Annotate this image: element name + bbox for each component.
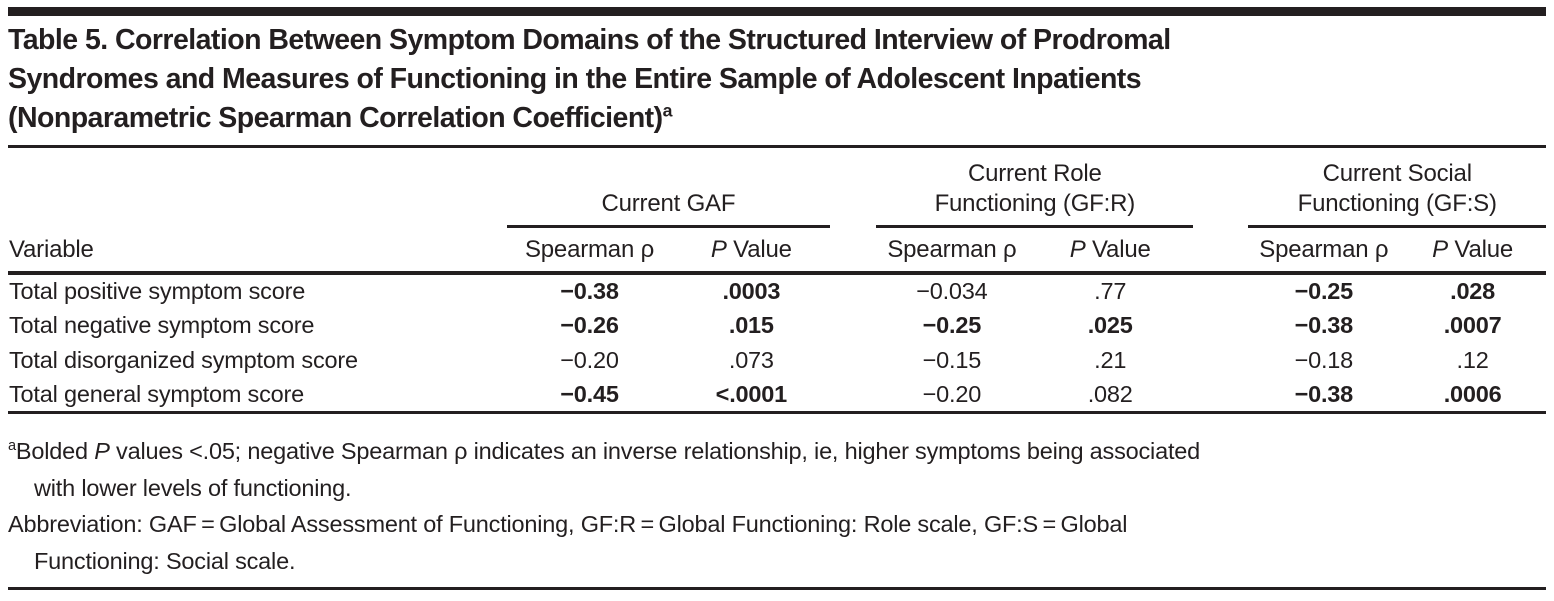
table-row: Total positive symptom score −0.38 .0003 −0… bbox=[8, 273, 1546, 308]
column-gap bbox=[830, 377, 877, 414]
subheader-spearman-gfr: Spearman ρ bbox=[876, 226, 1028, 275]
table-row: Total disorganized symptom score −0.20 .07… bbox=[8, 343, 1546, 378]
group-header-current-role-functioning: Current Role Functioning (GF:R) bbox=[876, 146, 1194, 228]
group-header-current-gaf: Current GAF bbox=[506, 146, 831, 228]
cell-gaf-pvalue: .0003 bbox=[722, 277, 781, 304]
cell-gaf-pvalue: .015 bbox=[728, 311, 774, 338]
column-gap bbox=[1193, 147, 1248, 227]
cell-gfs-pvalue: .0007 bbox=[1443, 311, 1502, 338]
cell-gfs-spearman: −0.25 bbox=[1294, 277, 1354, 304]
cell-gfs-pvalue: .028 bbox=[1450, 277, 1496, 304]
subheader-row: Variable Spearman ρ P Value Spearman ρ P… bbox=[8, 226, 1546, 275]
cell-gfr-pvalue: .025 bbox=[1087, 311, 1133, 338]
row-label: Total positive symptom score bbox=[9, 277, 306, 304]
group-header-current-social-functioning: Current Social Functioning (GF:S) bbox=[1248, 146, 1546, 228]
correlation-table: Current GAF Current Role Functioning (GF:… bbox=[8, 145, 1546, 414]
table-body: Total positive symptom score −0.38 .0003 −0… bbox=[8, 273, 1546, 414]
subheader-pvalue-gaf: P Value bbox=[672, 226, 831, 275]
subheader-pvalue-gfs: P Value bbox=[1399, 226, 1546, 275]
cell-gfs-pvalue: .0006 bbox=[1399, 377, 1546, 414]
subheader-pvalue-gfr: P Value bbox=[1027, 226, 1194, 275]
cell-gfs-spearman: −0.38 bbox=[1294, 311, 1354, 338]
bottom-rule bbox=[8, 587, 1546, 590]
row-label: Total general symptom score bbox=[8, 377, 507, 414]
table-title: Table 5. Correlation Between Symptom Dom… bbox=[8, 21, 1171, 138]
column-gap bbox=[1193, 273, 1248, 308]
group-label: Current Role Functioning (GF:R) bbox=[934, 160, 1136, 217]
cell-gfr-pvalue: .082 bbox=[1027, 377, 1194, 414]
cell-gfr-spearman: −0.15 bbox=[922, 346, 982, 373]
cell-gfr-pvalue: .77 bbox=[1094, 277, 1127, 304]
group-label: Current Social Functioning (GF:S) bbox=[1297, 160, 1497, 217]
group-label: Current GAF bbox=[601, 190, 736, 217]
abbreviation-note: Abbreviation: GAF = Global Assessment of… bbox=[8, 511, 1128, 574]
cell-gfs-spearman: −0.18 bbox=[1294, 346, 1354, 373]
cell-gaf-spearman: −0.26 bbox=[560, 311, 619, 338]
cell-gfs-pvalue: .12 bbox=[1456, 346, 1489, 373]
table-title-line-3: (Nonparametric Spearman Correlation Coef… bbox=[8, 100, 672, 134]
cell-gaf-spearman: −0.20 bbox=[560, 346, 619, 373]
group-header-empty bbox=[8, 147, 507, 227]
table-title-line-2: Syndromes and Measures of Functioning in… bbox=[8, 63, 1142, 95]
cell-gfr-pvalue: .21 bbox=[1094, 346, 1127, 373]
table-title-line-1: Table 5. Correlation Between Symptom Dom… bbox=[8, 24, 1171, 56]
row-label: Total disorganized symptom score bbox=[9, 346, 358, 373]
column-gap bbox=[830, 226, 877, 275]
column-gap bbox=[830, 273, 876, 308]
column-gap bbox=[1193, 308, 1248, 343]
cell-gfr-spearman: −0.25 bbox=[922, 311, 982, 338]
top-rule bbox=[8, 7, 1546, 16]
cell-gaf-spearman: −0.45 bbox=[506, 377, 673, 414]
subheader-spearman-gfs: Spearman ρ bbox=[1248, 226, 1400, 275]
table-row: Total negative symptom score −0.26 .015 −0.… bbox=[8, 308, 1546, 343]
cell-gaf-spearman: −0.38 bbox=[560, 277, 619, 304]
cell-gfr-spearman: −0.034 bbox=[916, 277, 988, 304]
row-label: Total negative symptom score bbox=[9, 311, 315, 338]
variable-column-header: Variable bbox=[8, 226, 507, 275]
cell-gaf-pvalue: .073 bbox=[728, 346, 774, 373]
cell-gfr-spearman: −0.20 bbox=[876, 377, 1028, 414]
column-gap bbox=[1193, 343, 1248, 378]
table-row: Total general symptom score −0.45 <.0001 −0… bbox=[8, 377, 1546, 414]
subheader-spearman-gaf: Spearman ρ bbox=[506, 226, 673, 275]
cell-gaf-pvalue: <.0001 bbox=[672, 377, 831, 414]
column-gap bbox=[830, 343, 876, 378]
column-gap bbox=[830, 308, 876, 343]
column-gap bbox=[1193, 377, 1249, 414]
column-gap bbox=[830, 147, 876, 227]
table-footnotes: aBolded P values <.05; negative Spearman… bbox=[8, 433, 1546, 579]
column-gap bbox=[1193, 226, 1249, 275]
footnote-a: aBolded P values <.05; negative Spearman… bbox=[8, 438, 1201, 501]
cell-gfs-spearman: −0.38 bbox=[1248, 377, 1400, 414]
group-header-row: Current GAF Current Role Functioning (GF:… bbox=[8, 146, 1546, 228]
